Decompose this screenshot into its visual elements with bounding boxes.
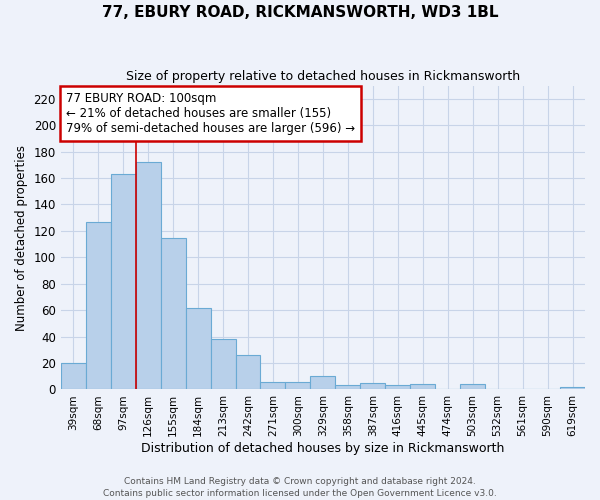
Bar (410, 384, 435, 390)
Bar (61, 363, 86, 390)
Bar (211, 339, 236, 390)
Bar (385, 386, 410, 390)
Bar (161, 238, 185, 390)
Y-axis label: Number of detached properties: Number of detached properties (15, 144, 28, 330)
Bar (136, 162, 161, 390)
Title: Size of property relative to detached houses in Rickmansworth: Size of property relative to detached ho… (126, 70, 520, 83)
Bar (185, 308, 211, 390)
Bar (236, 355, 260, 390)
Bar (361, 383, 385, 390)
Text: Contains HM Land Registry data © Crown copyright and database right 2024.
Contai: Contains HM Land Registry data © Crown c… (103, 476, 497, 498)
Text: 77, EBURY ROAD, RICKMANSWORTH, WD3 1BL: 77, EBURY ROAD, RICKMANSWORTH, WD3 1BL (102, 5, 498, 20)
Bar (335, 386, 361, 390)
Bar (286, 382, 310, 390)
Bar (111, 174, 136, 390)
Bar (310, 376, 335, 390)
Bar (260, 382, 286, 390)
Bar (460, 384, 485, 390)
X-axis label: Distribution of detached houses by size in Rickmansworth: Distribution of detached houses by size … (141, 442, 505, 455)
Text: 77 EBURY ROAD: 100sqm
← 21% of detached houses are smaller (155)
79% of semi-det: 77 EBURY ROAD: 100sqm ← 21% of detached … (66, 92, 355, 134)
Bar (560, 387, 585, 390)
Bar (86, 222, 111, 390)
